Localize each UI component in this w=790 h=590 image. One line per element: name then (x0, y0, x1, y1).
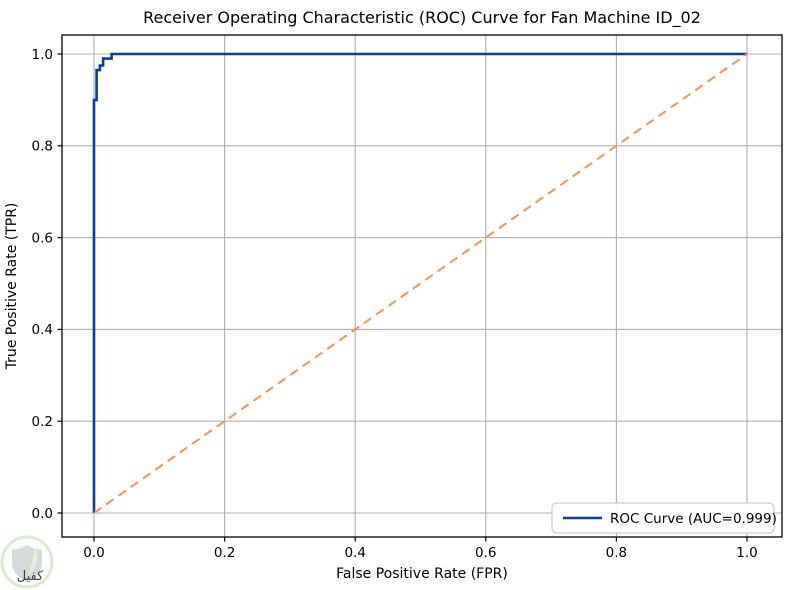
plot-series (92, 52, 748, 514)
watermark-ring (0, 535, 54, 589)
x-tick-label: 1.0 (736, 545, 757, 561)
x-tick-label: 0.8 (606, 545, 627, 561)
grid-lines (62, 35, 782, 537)
x-tick-label: 0.4 (344, 545, 365, 561)
leaf-vein (26, 550, 34, 576)
chance-diagonal-line (93, 53, 748, 514)
x-axis-label: False Positive Rate (FPR) (336, 566, 508, 582)
x-tick-label: 0.0 (83, 545, 104, 561)
roc-curve-line (92, 52, 747, 513)
axes-spines (61, 34, 783, 538)
chart-title: Receiver Operating Characteristic (ROC) … (143, 8, 701, 28)
legend-box (551, 502, 775, 534)
y-tick-label: 0.4 (32, 322, 53, 338)
y-tick-label: 1.0 (32, 47, 53, 63)
y-tick-label: 0.2 (32, 414, 53, 430)
legend-label: ROC Curve (AUC=0.999) (610, 511, 777, 527)
leaf-icon (28, 549, 38, 576)
y-tick-label: 0.0 (32, 506, 53, 522)
legend: ROC Curve (AUC=0.999) (551, 502, 777, 534)
y-axis-label: True Positive Rate (TPR) (4, 203, 20, 371)
y-tick-label: 0.6 (32, 230, 53, 246)
watermark-logo: كفيل (0, 535, 54, 589)
y-tick-label: 0.8 (32, 139, 53, 155)
axis-ticks: 0.0 0.2 0.4 0.6 0.8 1.0 0.0 0.2 0.4 0.6 0.8 1.0 (32, 47, 758, 561)
x-tick-label: 0.2 (214, 545, 235, 561)
x-tick-label: 0.6 (475, 545, 496, 561)
watermark-text: كفيل (17, 569, 44, 584)
